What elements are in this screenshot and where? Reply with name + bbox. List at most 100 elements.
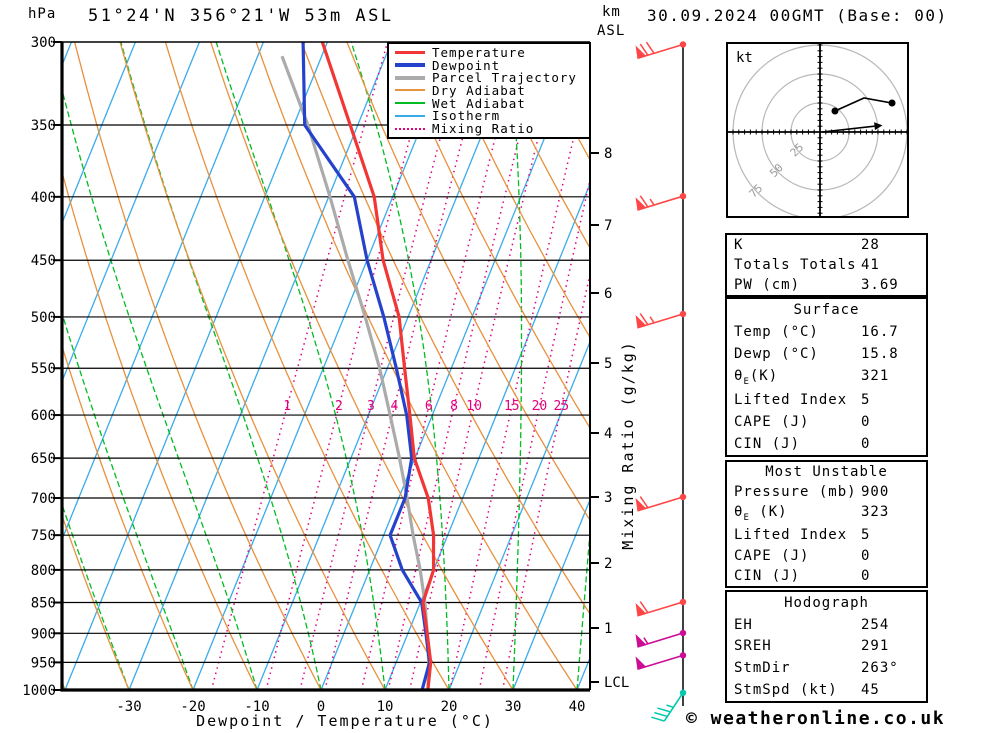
temp-tick--10: -10 <box>244 699 269 715</box>
surface-cin-row: CIN (J) 0 <box>734 435 871 452</box>
stat-row-pw: PW (cm) 3.69 <box>734 277 899 293</box>
legend-label: Dry Adiabat <box>432 82 526 98</box>
stmspd-row: StmSpd (kt) 45 <box>734 682 880 699</box>
pressure-tick-400: 400 <box>31 190 56 206</box>
storm-motion-arrow <box>821 125 875 133</box>
wet-adiabat-0 <box>120 42 322 690</box>
legend-item-parcel-trajectory: Parcel Trajectory <box>389 70 589 85</box>
pressure-tick-550: 550 <box>31 361 56 377</box>
surface-panel: Surface Temp (°C) 16.7 Dewp (°C) 15.8 θE(K… <box>725 297 928 457</box>
sreh-row: SREH 291 <box>734 638 890 655</box>
pressure-tick-600: 600 <box>31 408 56 424</box>
pressure-tick-350: 350 <box>31 118 56 134</box>
legend-line-sample <box>395 63 425 67</box>
surface-cape-row: CAPE (J) 0 <box>734 414 871 431</box>
mixing-ratio-label-6: 6 <box>425 399 433 414</box>
wet-adiabat-30 <box>507 42 523 690</box>
wet-adiabat-20 <box>350 42 450 690</box>
pressure-tick-500: 500 <box>31 310 56 326</box>
dry-adiabat-333 <box>346 42 590 522</box>
isotherm--10 <box>256 42 521 690</box>
wind-barb <box>635 310 687 329</box>
legend-item-dry-adiabat: Dry Adiabat <box>389 82 589 98</box>
mixing-axis-title: Mixing Ratio (g/kg) <box>619 340 637 550</box>
legend-line-sample <box>395 102 425 105</box>
temp-tick-10: 10 <box>377 699 394 715</box>
wet-adiabat--10 <box>62 87 258 690</box>
dry-adiabat-343 <box>391 42 590 430</box>
isotherm--30 <box>128 42 393 690</box>
wind-barb-column <box>635 41 687 722</box>
mixing-ratio-label-8: 8 <box>450 399 458 414</box>
legend-item-dewpoint: Dewpoint <box>389 58 589 73</box>
mixing-ratio-label-3: 3 <box>367 399 375 414</box>
pressure-unit-label: hPa <box>28 6 57 22</box>
pressure-tick-1000: 1000 <box>22 683 56 699</box>
wet-adiabat--50 <box>0 42 1 690</box>
legend-label: Mixing Ratio <box>432 121 535 137</box>
pressure-tick-850: 850 <box>31 596 56 612</box>
wet-adiabat-10 <box>215 42 386 690</box>
pressure-tick-750: 750 <box>31 528 56 544</box>
stat-row-totals: Totals Totals 41 <box>734 257 880 273</box>
legend-item-wet-adiabat: Wet Adiabat <box>389 95 589 111</box>
temp-tick-30: 30 <box>505 699 522 715</box>
mixing-ratio-line-6 <box>360 42 521 690</box>
x-axis-title: Dewpoint / Temperature (°C) <box>196 712 494 730</box>
legend-line-sample <box>395 76 425 80</box>
pressure-tick-950: 950 <box>31 655 56 671</box>
hodograph-trace <box>834 97 893 112</box>
mixing-ratio-label-1: 1 <box>283 399 291 414</box>
mixing-ratio-line-8 <box>387 42 544 690</box>
pressure-tick-800: 800 <box>31 563 56 579</box>
axis-ticks-and-labels: 3003504004505005506006507007508008509009… <box>22 35 629 715</box>
pressure-tick-700: 700 <box>31 491 56 507</box>
km-tick-8: 8 <box>604 146 612 162</box>
km-tick-4: 4 <box>604 426 612 442</box>
surface-panel-title: Surface <box>793 301 860 318</box>
dry-adiabat-353 <box>437 42 590 339</box>
km-tick-2: 2 <box>604 556 612 572</box>
wind-barb <box>635 493 687 512</box>
wet-adiabat--20 <box>62 311 194 690</box>
dry-adiabat-243 <box>62 513 130 690</box>
pressure-tick-900: 900 <box>31 626 56 642</box>
temp-tick-0: 0 <box>317 699 325 715</box>
asl-axis-unit: ASL <box>597 23 626 39</box>
legend-box: Temperature Dewpoint Parcel Trajectory Dry … <box>387 42 591 139</box>
surface-thetae-row: θE(K) 321 <box>734 367 890 387</box>
mu-li-row: Lifted Index 5 <box>734 527 871 544</box>
pressure-gridlines <box>62 124 590 663</box>
legend-line-sample <box>395 89 425 92</box>
mixing-ratio-label-2: 2 <box>335 399 343 414</box>
wind-barb <box>635 193 687 211</box>
mixing-ratio-label-10: 10 <box>466 399 482 414</box>
indices-panel: K 28 Totals Totals 41 PW (cm) 3.69 <box>725 233 928 297</box>
legend-label: Isotherm <box>432 108 501 124</box>
mixing-ratio-line-1 <box>210 42 389 690</box>
isotherm-20 <box>448 340 590 690</box>
wet-adiabat--30 <box>62 502 130 690</box>
legend-item-temperature: Temperature <box>389 45 589 60</box>
plot-frame <box>60 41 591 692</box>
km-tick-1: 1 <box>604 621 612 637</box>
mixing-ratio-label-25: 25 <box>553 399 569 414</box>
legend-line-sample <box>395 50 425 55</box>
dry-adiabat-363 <box>482 42 590 250</box>
legend-label: Wet Adiabat <box>432 95 526 111</box>
pressure-tick-650: 650 <box>31 451 56 467</box>
mixing-ratio-label-15: 15 <box>504 399 520 414</box>
wind-barb <box>651 689 687 722</box>
km-tick-3: 3 <box>604 490 612 506</box>
most-unstable-title: Most Unstable <box>765 464 888 481</box>
km-tick-7: 7 <box>604 218 612 234</box>
km-tick-6: 6 <box>604 286 612 302</box>
lcl-label: LCL <box>604 675 629 691</box>
temperature-curve <box>320 42 436 690</box>
sounding-curves <box>280 42 436 690</box>
stmdir-row: StmDir 263° <box>734 660 899 677</box>
eh-row: EH 254 <box>734 616 890 633</box>
mu-thetae-row: θE (K) 323 <box>734 504 890 524</box>
pressure-tick-300: 300 <box>31 35 56 51</box>
